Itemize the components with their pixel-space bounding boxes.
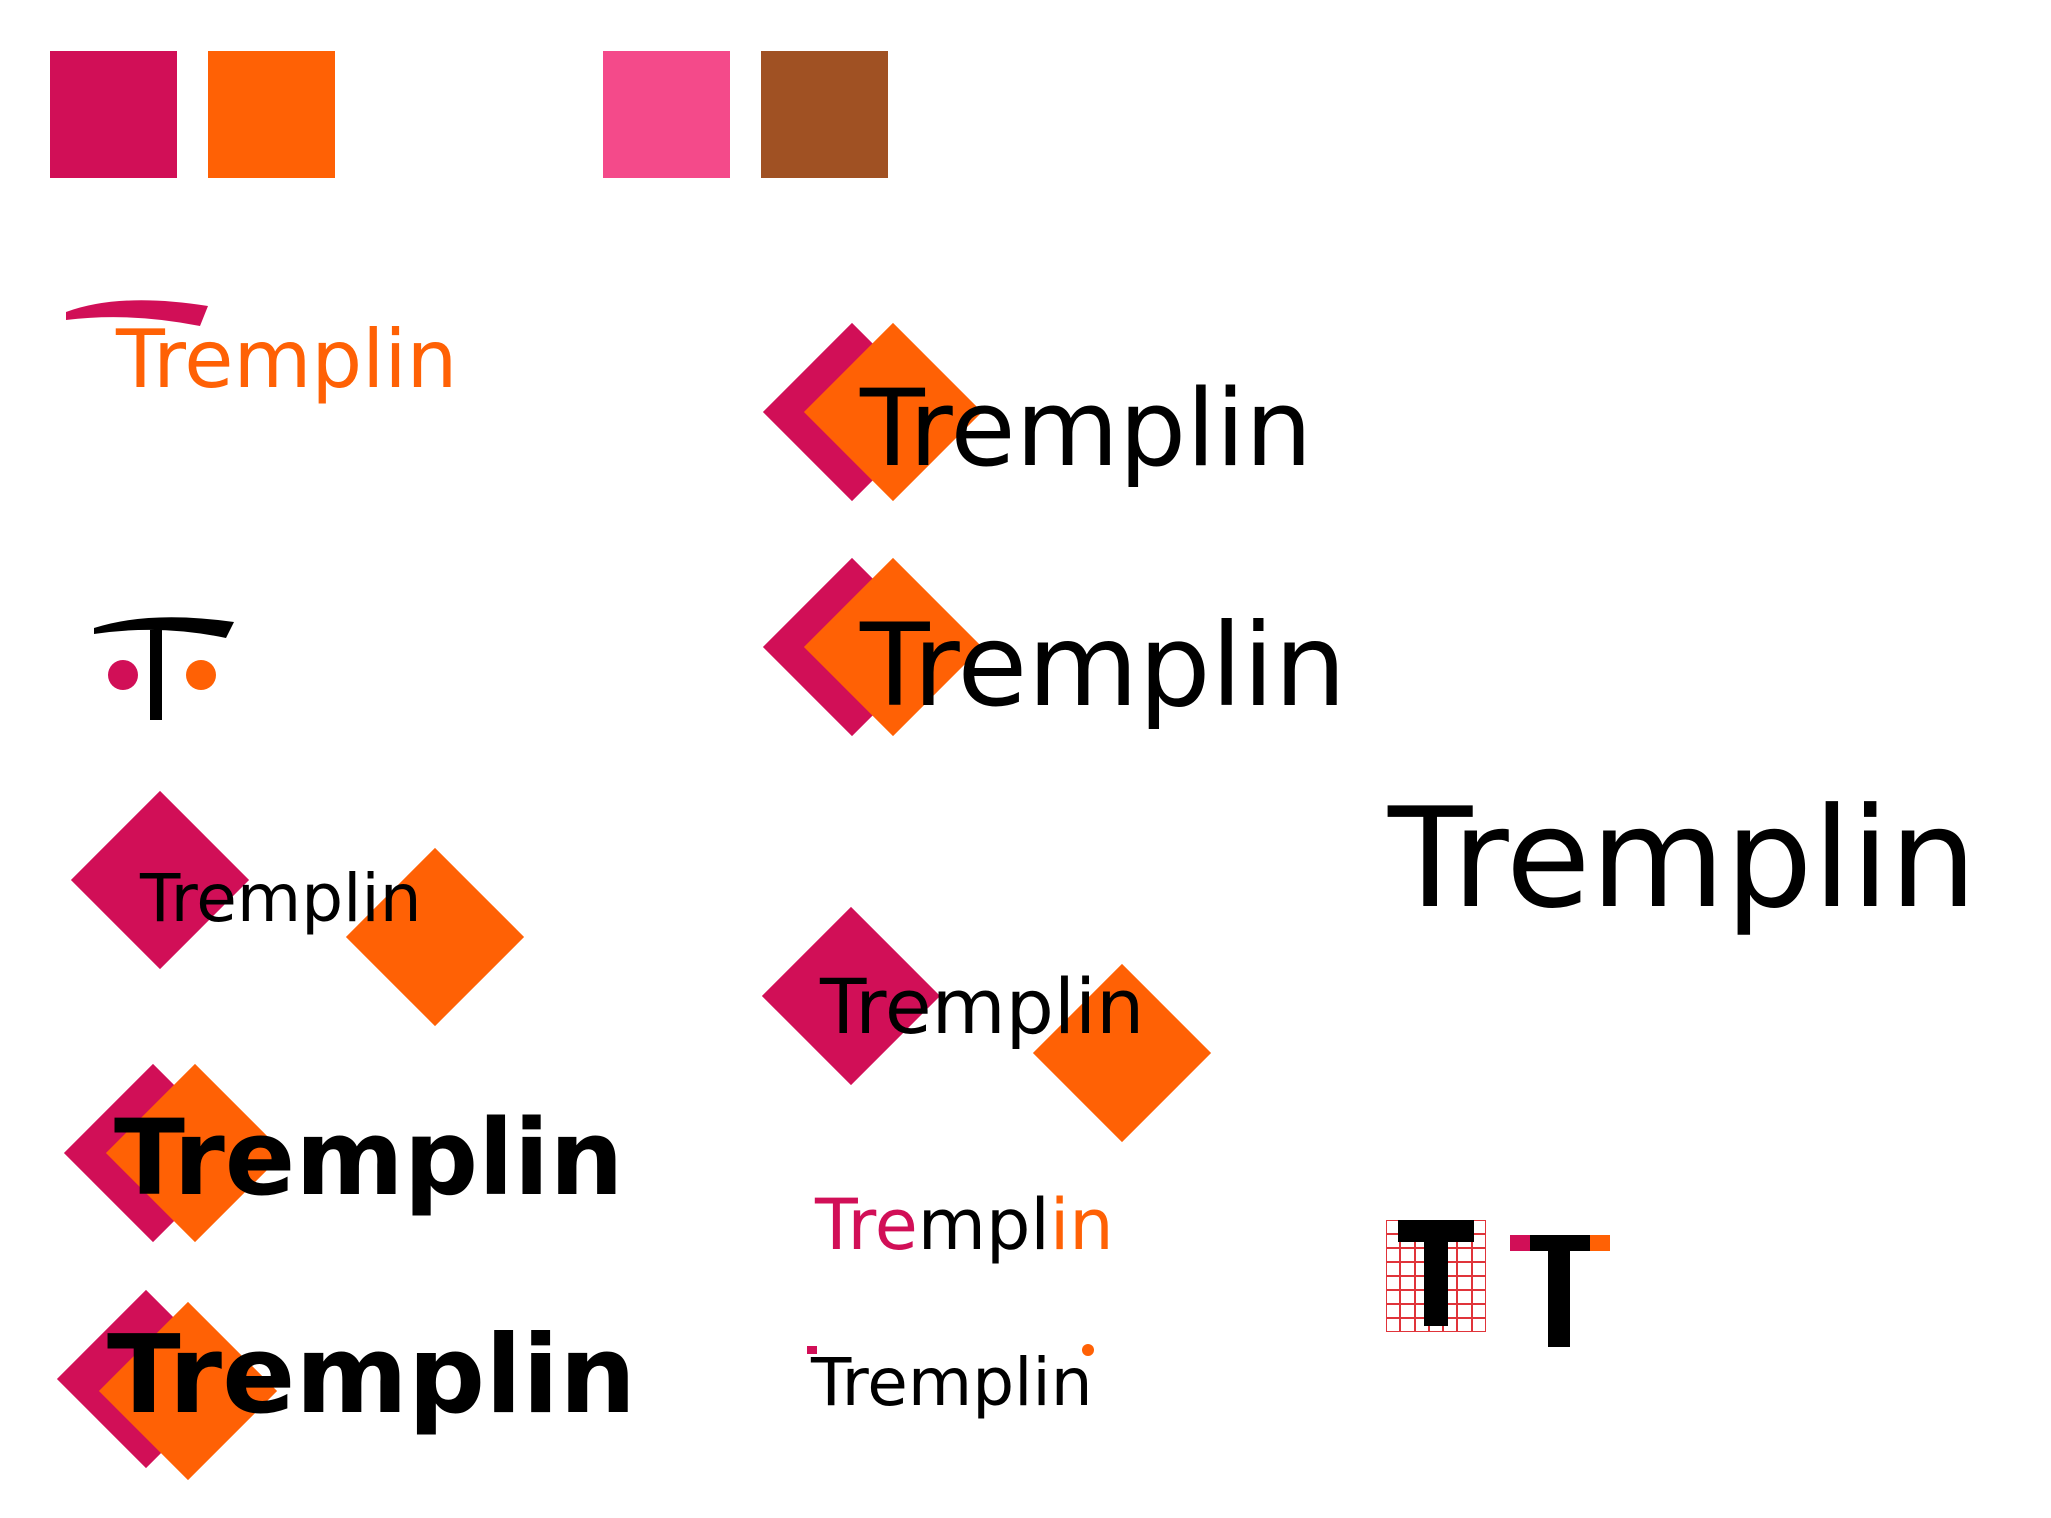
- arc-wordmark-logo: Tremplin: [60, 290, 457, 420]
- swatch-magenta: [50, 51, 177, 178]
- grid-cell: [1386, 1304, 1401, 1318]
- grid-cell: [1400, 1318, 1415, 1332]
- overlap-light-text-a: Tremplin: [860, 367, 1313, 490]
- arc-wordmark-text: Tremplin: [116, 313, 458, 406]
- grid-cell: [1457, 1248, 1472, 1262]
- colored-part-black: mpl: [917, 1184, 1050, 1266]
- grid-cell: [1386, 1290, 1401, 1304]
- colored-part-magenta: Tre: [815, 1184, 918, 1266]
- grid-cell: [1471, 1290, 1486, 1304]
- colored-wordmark-logo: Tremplin: [815, 1180, 1215, 1280]
- orange-accent-icon: [1590, 1235, 1610, 1251]
- colored-part-orange: in: [1049, 1184, 1114, 1266]
- grid-cell: [1400, 1248, 1415, 1262]
- overlap-bold-text-b: Tremplin: [107, 1313, 637, 1438]
- arc-swoosh-icon: [66, 300, 208, 326]
- grid-cell: [1457, 1262, 1472, 1276]
- overlap-diamond-bold-logo-a: Tremplin: [60, 1060, 624, 1260]
- magenta-accent-icon: [807, 1346, 817, 1354]
- grid-cell: [1400, 1262, 1415, 1276]
- grid-cell: [1386, 1276, 1401, 1290]
- swatch-brown: [761, 51, 888, 178]
- grid-cell: [1400, 1304, 1415, 1318]
- dotted-wordmark-text: Tremplin: [811, 1344, 1093, 1421]
- arc-swoosh-black-icon: [94, 617, 234, 638]
- grid-cell: [1471, 1276, 1486, 1290]
- swatch-pink: [603, 51, 730, 178]
- dotted-wordmark-logo: Tremplin: [805, 1340, 1205, 1440]
- magenta-accent-icon: [1510, 1235, 1530, 1251]
- grid-cell: [1386, 1262, 1401, 1276]
- split-diamond-small-text: Tremplin: [140, 860, 422, 937]
- grid-cell: [1400, 1290, 1415, 1304]
- grid-cell: [1400, 1276, 1415, 1290]
- overlap-diamond-bold-logo-b: Tremplin: [55, 1282, 636, 1492]
- grid-cell: [1471, 1318, 1486, 1332]
- colored-wordmark-text: Tremplin: [815, 1190, 1114, 1260]
- grid-cell: [1457, 1290, 1472, 1304]
- overlap-light-text-b: Tremplin: [860, 599, 1347, 732]
- split-diamond-large-text: Tremplin: [820, 962, 1145, 1051]
- monogram-stem: [150, 630, 162, 720]
- grid-cell: [1457, 1318, 1472, 1332]
- grid-cell: [1471, 1304, 1486, 1318]
- grid-t-stem: [1424, 1220, 1448, 1326]
- orange-dot-icon: [1082, 1344, 1094, 1356]
- grid-cell: [1471, 1262, 1486, 1276]
- magenta-dot-icon: [108, 660, 138, 690]
- overlap-diamond-light-logo-b: Tremplin: [760, 555, 1380, 755]
- grid-cell: [1457, 1304, 1472, 1318]
- accent-monogram-logo: [1510, 1235, 1610, 1347]
- overlap-diamond-light-logo-a: Tremplin: [760, 320, 1380, 520]
- overlap-bold-text-a: Tremplin: [114, 1097, 624, 1219]
- split-diamond-logo-small: Tremplin: [60, 780, 560, 1030]
- grid-cell: [1471, 1248, 1486, 1262]
- grid-cell: [1386, 1318, 1401, 1332]
- accent-t-stem: [1548, 1235, 1570, 1347]
- arc-monogram-logo: [90, 610, 250, 720]
- plain-wordmark: Tremplin: [1388, 778, 1977, 939]
- grid-cell: [1386, 1248, 1401, 1262]
- split-diamond-logo-large: Tremplin: [760, 905, 1240, 1145]
- orange-dot-icon: [186, 660, 216, 690]
- grid-cell: [1457, 1276, 1472, 1290]
- grid-monogram-logo: [1386, 1220, 1486, 1332]
- swatch-orange: [208, 51, 335, 178]
